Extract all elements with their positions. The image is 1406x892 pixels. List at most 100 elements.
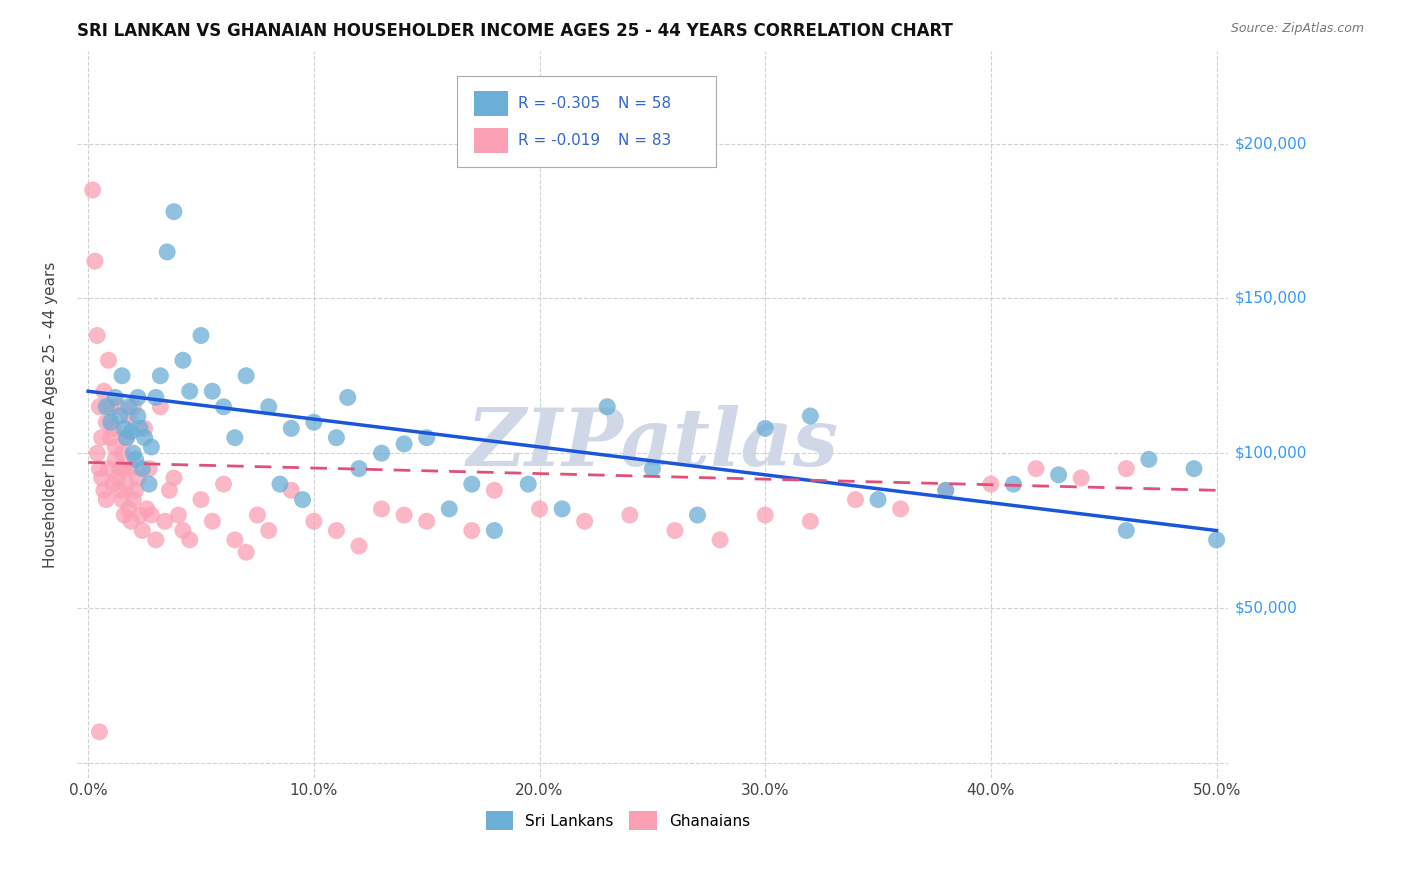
Point bbox=[190, 492, 212, 507]
Point bbox=[138, 477, 160, 491]
Point bbox=[145, 391, 167, 405]
Point bbox=[190, 328, 212, 343]
Point bbox=[156, 244, 179, 259]
Text: R = -0.305: R = -0.305 bbox=[517, 95, 600, 111]
Point bbox=[980, 477, 1002, 491]
Point bbox=[84, 254, 107, 268]
Point bbox=[291, 492, 314, 507]
Point bbox=[111, 446, 134, 460]
Point bbox=[1002, 477, 1025, 491]
Point bbox=[115, 477, 138, 491]
Point bbox=[124, 452, 146, 467]
Point bbox=[111, 368, 134, 383]
Point bbox=[235, 368, 257, 383]
Point bbox=[574, 514, 596, 528]
Point bbox=[1115, 524, 1137, 538]
Point bbox=[201, 384, 224, 399]
Text: ZIPatlas: ZIPatlas bbox=[467, 405, 838, 483]
FancyBboxPatch shape bbox=[474, 91, 509, 116]
Point bbox=[89, 400, 111, 414]
Point bbox=[86, 446, 108, 460]
Point bbox=[118, 409, 141, 423]
Point bbox=[108, 461, 131, 475]
Point bbox=[257, 400, 280, 414]
Point bbox=[89, 724, 111, 739]
Point bbox=[754, 421, 776, 435]
Point bbox=[120, 461, 142, 475]
Point bbox=[100, 431, 122, 445]
Point bbox=[96, 400, 118, 414]
Point bbox=[347, 539, 370, 553]
Text: SRI LANKAN VS GHANAIAN HOUSEHOLDER INCOME AGES 25 - 44 YEARS CORRELATION CHART: SRI LANKAN VS GHANAIAN HOUSEHOLDER INCOM… bbox=[77, 22, 953, 40]
Point bbox=[141, 508, 163, 522]
Point bbox=[118, 501, 141, 516]
Point bbox=[1137, 452, 1160, 467]
Point bbox=[280, 483, 302, 498]
Point bbox=[115, 431, 138, 445]
Point bbox=[82, 183, 104, 197]
Point bbox=[149, 368, 172, 383]
Point bbox=[107, 471, 129, 485]
Point bbox=[134, 421, 156, 435]
Point bbox=[619, 508, 641, 522]
Point bbox=[127, 409, 149, 423]
Point bbox=[112, 508, 135, 522]
Point bbox=[246, 508, 269, 522]
Point bbox=[131, 524, 153, 538]
Point bbox=[172, 524, 194, 538]
Point bbox=[153, 514, 176, 528]
Point bbox=[201, 514, 224, 528]
Point bbox=[172, 353, 194, 368]
Point bbox=[96, 492, 118, 507]
Point bbox=[111, 492, 134, 507]
Point bbox=[935, 483, 957, 498]
Point bbox=[709, 533, 731, 547]
Point bbox=[129, 508, 152, 522]
Point bbox=[141, 440, 163, 454]
Point bbox=[890, 501, 912, 516]
Point bbox=[1115, 461, 1137, 475]
Point bbox=[135, 501, 157, 516]
Point bbox=[86, 328, 108, 343]
Point bbox=[145, 533, 167, 547]
Point bbox=[439, 501, 461, 516]
Point bbox=[224, 533, 246, 547]
Point bbox=[269, 477, 291, 491]
Point bbox=[100, 415, 122, 429]
Point bbox=[302, 415, 325, 429]
Text: $150,000: $150,000 bbox=[1234, 291, 1308, 306]
Point bbox=[138, 461, 160, 475]
FancyBboxPatch shape bbox=[474, 128, 509, 153]
Point bbox=[90, 471, 112, 485]
Point bbox=[122, 400, 145, 414]
Text: $200,000: $200,000 bbox=[1234, 136, 1308, 151]
Point bbox=[1025, 461, 1047, 475]
Point bbox=[112, 421, 135, 435]
Point bbox=[179, 533, 201, 547]
Point bbox=[104, 452, 127, 467]
Point bbox=[122, 492, 145, 507]
Point bbox=[149, 400, 172, 414]
Text: $100,000: $100,000 bbox=[1234, 446, 1308, 460]
Y-axis label: Householder Income Ages 25 - 44 years: Householder Income Ages 25 - 44 years bbox=[44, 261, 58, 567]
Point bbox=[754, 508, 776, 522]
Point bbox=[93, 483, 115, 498]
Point bbox=[415, 431, 437, 445]
Point bbox=[461, 477, 484, 491]
Point bbox=[127, 391, 149, 405]
Point bbox=[179, 384, 201, 399]
Point bbox=[517, 477, 540, 491]
Point bbox=[370, 501, 392, 516]
Point bbox=[134, 431, 156, 445]
Point bbox=[212, 477, 235, 491]
Point bbox=[596, 400, 619, 414]
Point bbox=[167, 508, 190, 522]
Point bbox=[122, 446, 145, 460]
Point bbox=[935, 483, 957, 498]
Text: Source: ZipAtlas.com: Source: ZipAtlas.com bbox=[1230, 22, 1364, 36]
Point bbox=[108, 409, 131, 423]
Point bbox=[799, 409, 821, 423]
Point bbox=[118, 400, 141, 414]
Point bbox=[415, 514, 437, 528]
Text: R = -0.019: R = -0.019 bbox=[517, 133, 600, 147]
